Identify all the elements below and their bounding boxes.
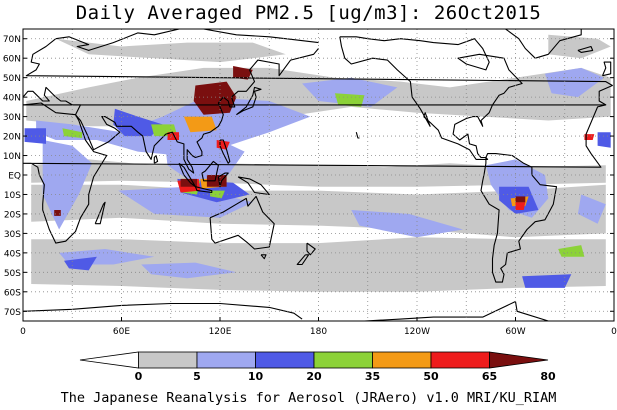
lat-tick-label: 10N	[3, 152, 21, 162]
lat-tick-label: 70S	[4, 308, 21, 318]
legend-label: 20	[306, 370, 322, 383]
pm25-region-level-2	[545, 67, 605, 98]
legend-label: 50	[423, 370, 439, 383]
lat-tick-label: 40N	[3, 94, 21, 104]
pm25-region-level-2	[42, 140, 92, 230]
pm25-region-level-3	[113, 108, 163, 137]
coastline	[480, 153, 558, 283]
lon-tick-label: 120E	[209, 327, 232, 337]
coastline-layer	[23, 29, 613, 321]
coastline	[260, 254, 267, 260]
pm25-region-level-7	[193, 81, 237, 115]
pm25-region-level-6	[584, 134, 595, 140]
legend-swatch	[313, 351, 373, 369]
legend-swatch	[489, 351, 549, 369]
pm25-region-level-5	[183, 116, 217, 133]
pm25-region-level-7	[206, 175, 227, 187]
coastline	[23, 302, 303, 320]
legend-label: 0	[135, 370, 143, 383]
lat-tick-label: 30S	[4, 230, 21, 240]
longitude-axis: 0 60E 120E 180 120W 60W 0	[20, 317, 617, 337]
pm25-region-level-2	[577, 194, 606, 224]
lon-tick-label: 120W	[404, 327, 430, 337]
coastline	[23, 29, 613, 106]
coastline	[201, 160, 219, 182]
lat-tick-label: 10S	[4, 191, 21, 201]
pm25-region-level-3	[597, 132, 611, 148]
legend-swatch	[255, 351, 315, 369]
legend-label: 65	[482, 370, 497, 383]
coastline	[339, 36, 523, 160]
coastline	[178, 162, 196, 188]
pm25-region-level-7	[233, 66, 253, 80]
legend-label: 35	[365, 370, 380, 383]
pm25-region-level-2	[351, 210, 463, 238]
map-title: Daily Averaged PM2.5 [ug/m3]: 26Oct2015	[75, 2, 542, 24]
pm25-region-level-6	[515, 202, 526, 210]
pm25-region-level-4	[334, 93, 365, 107]
coastline	[577, 45, 594, 53]
lon-tick-label: 60E	[113, 327, 130, 337]
color-legend: 0 5 10 20 35 50 65 80	[79, 351, 556, 383]
legend-label: 10	[248, 370, 264, 383]
pm25-region-level-7	[515, 196, 526, 203]
coastline	[23, 48, 319, 174]
pm25-region-level-7	[54, 210, 61, 216]
coastline	[601, 61, 612, 77]
pm25-region-level-1	[548, 34, 611, 59]
legend-swatch	[372, 351, 432, 369]
lat-tick-label: 70N	[3, 35, 21, 45]
lat-tick-label: 40S	[4, 249, 21, 259]
lat-tick-label: 60S	[4, 288, 21, 298]
lat-tick-label: 50S	[4, 269, 21, 279]
graticule-layer	[23, 29, 614, 321]
pm25-region-level-4	[210, 190, 225, 199]
latitude-axis: 70N 60N 50N 40N 30N 20N 10N EQ 10S 20S 30S 40S 50S 60…	[3, 35, 614, 318]
lon-tick-label: 0	[20, 327, 26, 337]
pm25-region-level-1	[31, 237, 606, 292]
coastline	[194, 186, 213, 194]
legend-swatch	[138, 351, 198, 369]
pm25-region-level-1	[55, 38, 286, 63]
lat-tick-label: 20S	[4, 210, 21, 220]
pm25-region-level-3	[64, 256, 97, 271]
pm25-region-level-6	[167, 132, 179, 140]
coastline	[306, 242, 316, 256]
pm25-region-level-3	[522, 274, 572, 288]
coastline	[364, 300, 549, 321]
coastline	[94, 201, 106, 225]
pm25-region-level-2	[302, 77, 398, 107]
coastline	[209, 195, 275, 250]
lat-tick-label: 50N	[3, 74, 21, 84]
coastline	[237, 176, 270, 196]
legend-swatch	[196, 351, 256, 369]
coastline	[23, 102, 606, 244]
lat-tick-label: EQ	[8, 172, 21, 182]
lon-tick-label: 180	[310, 327, 327, 337]
coastline	[296, 254, 310, 266]
legend-label: 5	[193, 370, 201, 383]
legend-label: 80	[540, 370, 556, 383]
legend-swatch	[430, 351, 490, 369]
coastline	[492, 29, 582, 59]
footer-credit: The Japanese Reanalysis for Aerosol (JRA…	[60, 390, 557, 406]
pm25-region-level-2	[141, 262, 237, 279]
coastline	[236, 86, 262, 116]
legend-swatch	[79, 351, 139, 369]
lat-tick-label: 30N	[3, 113, 21, 123]
lon-tick-label: 0	[611, 327, 617, 337]
coastline	[219, 139, 231, 164]
lat-tick-label: 60N	[3, 55, 21, 65]
lon-tick-label: 60W	[505, 327, 525, 337]
lat-tick-label: 20N	[3, 133, 21, 143]
coastline	[355, 132, 360, 139]
